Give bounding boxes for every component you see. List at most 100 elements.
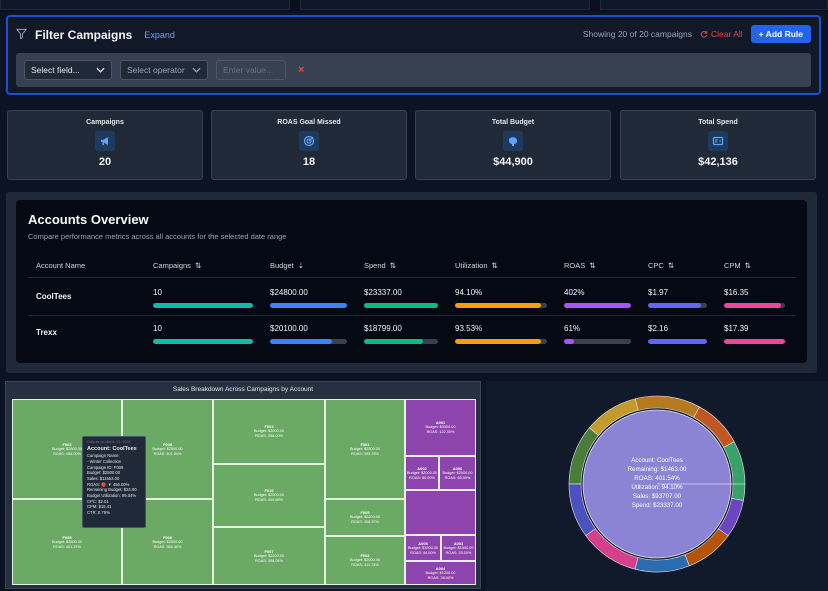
tile-label: Budget: $2000.00 [407, 470, 437, 475]
field-select[interactable]: Select field... [24, 60, 112, 80]
progress-bar [564, 303, 631, 308]
col-header-label: Budget [270, 261, 294, 270]
top-strip-segment [0, 0, 290, 10]
treemap-tile[interactable]: A006 Budget: $2000.00 ROAS: 65.00% [439, 456, 476, 490]
tile-label: Budget: $1500.00 [443, 545, 474, 550]
tooltip-line: Campaign ID: F009 [87, 464, 124, 470]
tile-label: ROAS: 28.00% [427, 575, 454, 580]
tile-label: Budget: $2500.00 [152, 446, 183, 451]
donut-center-label: ROAS: 401.54% [634, 475, 680, 482]
remove-rule-button[interactable]: × [298, 64, 305, 76]
top-strip-segment [300, 0, 590, 10]
account-name[interactable]: CoolTees [36, 292, 72, 301]
cell-value: $20100.00 [270, 324, 308, 333]
tile-label: Budget: $2000.00 [350, 558, 380, 563]
stat-card-campaigns: Campaigns 20 [7, 110, 203, 180]
tile-label: Budget: $2500.00 [52, 539, 82, 544]
treemap-tile[interactable]: F002 Budget: $2000.00 ROAS: 411.73% [325, 536, 405, 585]
progress-fill [724, 339, 785, 344]
treemap-tile[interactable]: A004 Budget: $1200.00 ROAS: 28.00% [405, 561, 476, 585]
tile-label: A003 [453, 540, 464, 546]
add-rule-button[interactable]: + Add Rule [750, 25, 811, 43]
cell-value: 10 [153, 288, 162, 297]
col-header-label: Spend [364, 261, 386, 270]
tooltip-line: - Winter Collection [87, 458, 122, 464]
stat-value: $44,900 [493, 156, 533, 168]
col-header-utilization[interactable]: Utilization ⇅ [455, 261, 498, 270]
tile-label: A005 [418, 540, 428, 546]
progress-fill [648, 303, 702, 308]
treemap-tile[interactable]: F010 Budget: $2500.00 ROAS: 409.68% [213, 464, 325, 527]
cell-value: $2.16 [648, 324, 669, 333]
col-header-roas[interactable]: ROAS ⇅ [564, 261, 596, 270]
treemap-tile[interactable]: A002 Budget: $2000.00 ROAS: 80.00% [405, 456, 439, 490]
col-header-label: CPC [648, 261, 664, 270]
tile-label: ROAS: 44.00% [410, 550, 436, 555]
cell-spend: $23337.00 [364, 288, 438, 308]
progress-bar [455, 339, 547, 344]
top-strip-segment [600, 0, 828, 10]
stat-card-roas-missed: ROAS Goal Missed 18 [211, 110, 407, 180]
stat-label: Campaigns [86, 119, 124, 126]
filter-icon [15, 26, 28, 44]
progress-fill [455, 339, 541, 344]
tooltip-line: Campaign Name: [87, 453, 120, 459]
tile-label: A004 [435, 565, 446, 571]
account-name[interactable]: Trexx [36, 328, 57, 337]
col-header-account-name[interactable]: Account Name [36, 261, 85, 270]
tile-label: Budget: $2200.00 [350, 515, 380, 520]
clear-all-label: Clear All [711, 29, 743, 39]
treemap-tile[interactable]: F005 Budget: $2200.00 ROAS: 406.37% [325, 499, 405, 536]
sales-treemap-chart: Sales Breakdown Across Campaigns by Acco… [5, 381, 481, 589]
clear-all-button[interactable]: Clear All [700, 29, 743, 39]
donut-svg: Account: CoolTees Remaining: $1463.00 ROAS… [568, 395, 746, 573]
cell-value: $23337.00 [364, 288, 402, 297]
tile-label: Budget: $2000.00 [442, 470, 473, 475]
cell-roas: 402% [564, 288, 631, 308]
col-header-budget[interactable]: Budget ⇣ [270, 261, 304, 270]
tooltip-account: Account: CoolTees [87, 445, 137, 452]
treemap-tile[interactable]: A005 Budget: $1500.00 ROAS: 44.00% [405, 535, 441, 561]
cell-cpc: $1.97 [648, 288, 707, 308]
treemap-tile[interactable]: F007 Budget: $2200.00 ROAS: 398.04% [213, 527, 325, 585]
operator-select[interactable]: Select operator [120, 60, 208, 80]
donut-segment[interactable] [588, 398, 639, 436]
expand-link[interactable]: Expand [144, 30, 175, 40]
tile-label: ROAS: 456.00% [53, 451, 81, 456]
tile-label: ROAS: 398.00% [255, 434, 283, 438]
col-header-cpc[interactable]: CPC ⇅ [648, 261, 674, 270]
col-header-label: ROAS [564, 261, 586, 270]
col-header-spend[interactable]: Spend ⇅ [364, 261, 396, 270]
progress-fill [564, 303, 631, 308]
tile-label: ROAS: 411.73% [351, 563, 379, 567]
treemap-tile[interactable]: A003 Budget: $1500.00 ROAS: 33.00% [441, 535, 476, 561]
treemap-tile[interactable] [405, 490, 476, 535]
progress-fill [364, 339, 424, 344]
col-header-campaigns[interactable]: Campaigns ⇅ [153, 261, 201, 270]
tooltip-line: Budget Utilization: 99.04% [87, 492, 137, 498]
donut-center-label: Sales: $93707.00 [633, 493, 682, 500]
tile-label: Budget: $2500.00 [152, 539, 183, 544]
progress-bar [648, 339, 707, 344]
treemap-tile[interactable]: A001 Budget: $3000.00 ROAS: 122.00% [405, 399, 476, 456]
sort-icon: ⇅ [194, 261, 202, 270]
col-header-cpm[interactable]: CPM ⇅ [724, 261, 751, 270]
stat-label: ROAS Goal Missed [277, 119, 341, 126]
tile-label: ROAS: 122.00% [426, 430, 455, 434]
value-input[interactable]: Enter value... [216, 60, 286, 80]
tile-label: F010 [264, 488, 274, 494]
treemap-title: Sales Breakdown Across Campaigns by Acco… [172, 386, 314, 393]
tooltip-line: CTR: 0.79% [87, 509, 110, 515]
treemap-tile[interactable]: F001 Budget: $2500.00 ROAS: 393.23% [325, 399, 405, 499]
tile-label: F005 [360, 510, 370, 516]
sort-icon: ⇅ [744, 261, 751, 270]
cell-value: $1.97 [648, 288, 669, 297]
progress-bar [564, 339, 631, 344]
progress-bar [270, 339, 347, 344]
filter-title: Filter Campaigns [35, 28, 133, 42]
progress-bar [364, 339, 438, 344]
cell-utilization: 93.53% [455, 324, 547, 344]
stat-value: 20 [98, 156, 112, 168]
treemap-tile[interactable]: F004 Budget: $3000.00 ROAS: 398.00% [213, 399, 325, 464]
cell-value: $18799.00 [364, 324, 402, 333]
